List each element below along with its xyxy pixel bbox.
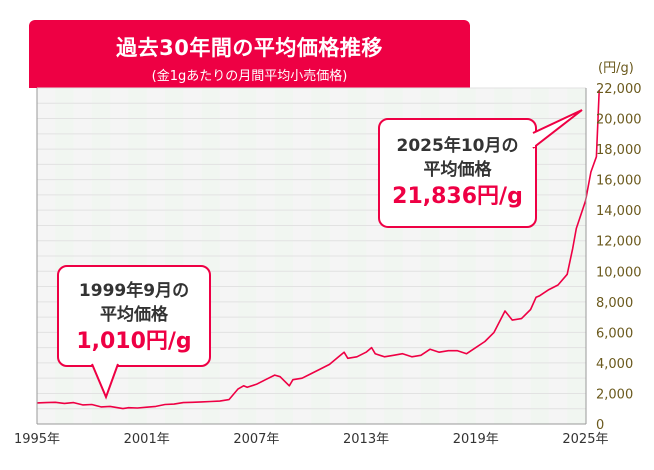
y-tick-label: 8,000 xyxy=(596,296,633,311)
callout-date: 1999年9月の xyxy=(78,281,190,301)
callout-value: 1,010円/g xyxy=(76,329,192,354)
y-tick-label: 14,000 xyxy=(596,204,642,219)
chart-header: 過去30年間の平均価格推移 (金1gあたりの月間平均小売価格) xyxy=(29,20,470,88)
y-tick-label: 12,000 xyxy=(596,235,642,250)
y-tick-label: 20,000 xyxy=(596,113,642,128)
x-tick-label: 2013年 xyxy=(343,432,389,447)
chart-subtitle: (金1gあたりの月間平均小売価格) xyxy=(151,69,348,84)
callout-1999: 1999年9月の 平均価格 1,010円/g xyxy=(57,265,211,367)
price-line xyxy=(36,90,600,410)
callout-2025: 2025年10月の 平均価格 21,836円/g xyxy=(378,118,537,228)
callout-value: 21,836円/g xyxy=(392,184,523,209)
y-tick-label: 0 xyxy=(596,418,604,433)
callout-label: 平均価格 xyxy=(423,160,492,180)
y-axis-unit: (円/g) xyxy=(598,61,634,76)
x-tick-label: 2025年 xyxy=(562,432,608,447)
x-tick-label: 2007年 xyxy=(233,432,279,447)
x-tick-label: 2001年 xyxy=(124,432,170,447)
y-tick-label: 16,000 xyxy=(596,174,642,189)
callout-label: 平均価格 xyxy=(100,305,168,325)
x-tick-label: 2019年 xyxy=(453,432,499,447)
y-tick-label: 4,000 xyxy=(596,357,633,372)
y-tick-label: 2,000 xyxy=(596,387,633,402)
chart-title: 過去30年間の平均価格推移 xyxy=(116,36,383,60)
y-tick-label: 22,000 xyxy=(596,82,642,97)
y-tick-label: 6,000 xyxy=(596,326,633,341)
y-tick-label: 10,000 xyxy=(596,265,642,280)
callout-date: 2025年10月の xyxy=(396,136,519,156)
x-tick-label: 1995年 xyxy=(14,432,60,447)
y-tick-label: 18,000 xyxy=(596,143,642,158)
